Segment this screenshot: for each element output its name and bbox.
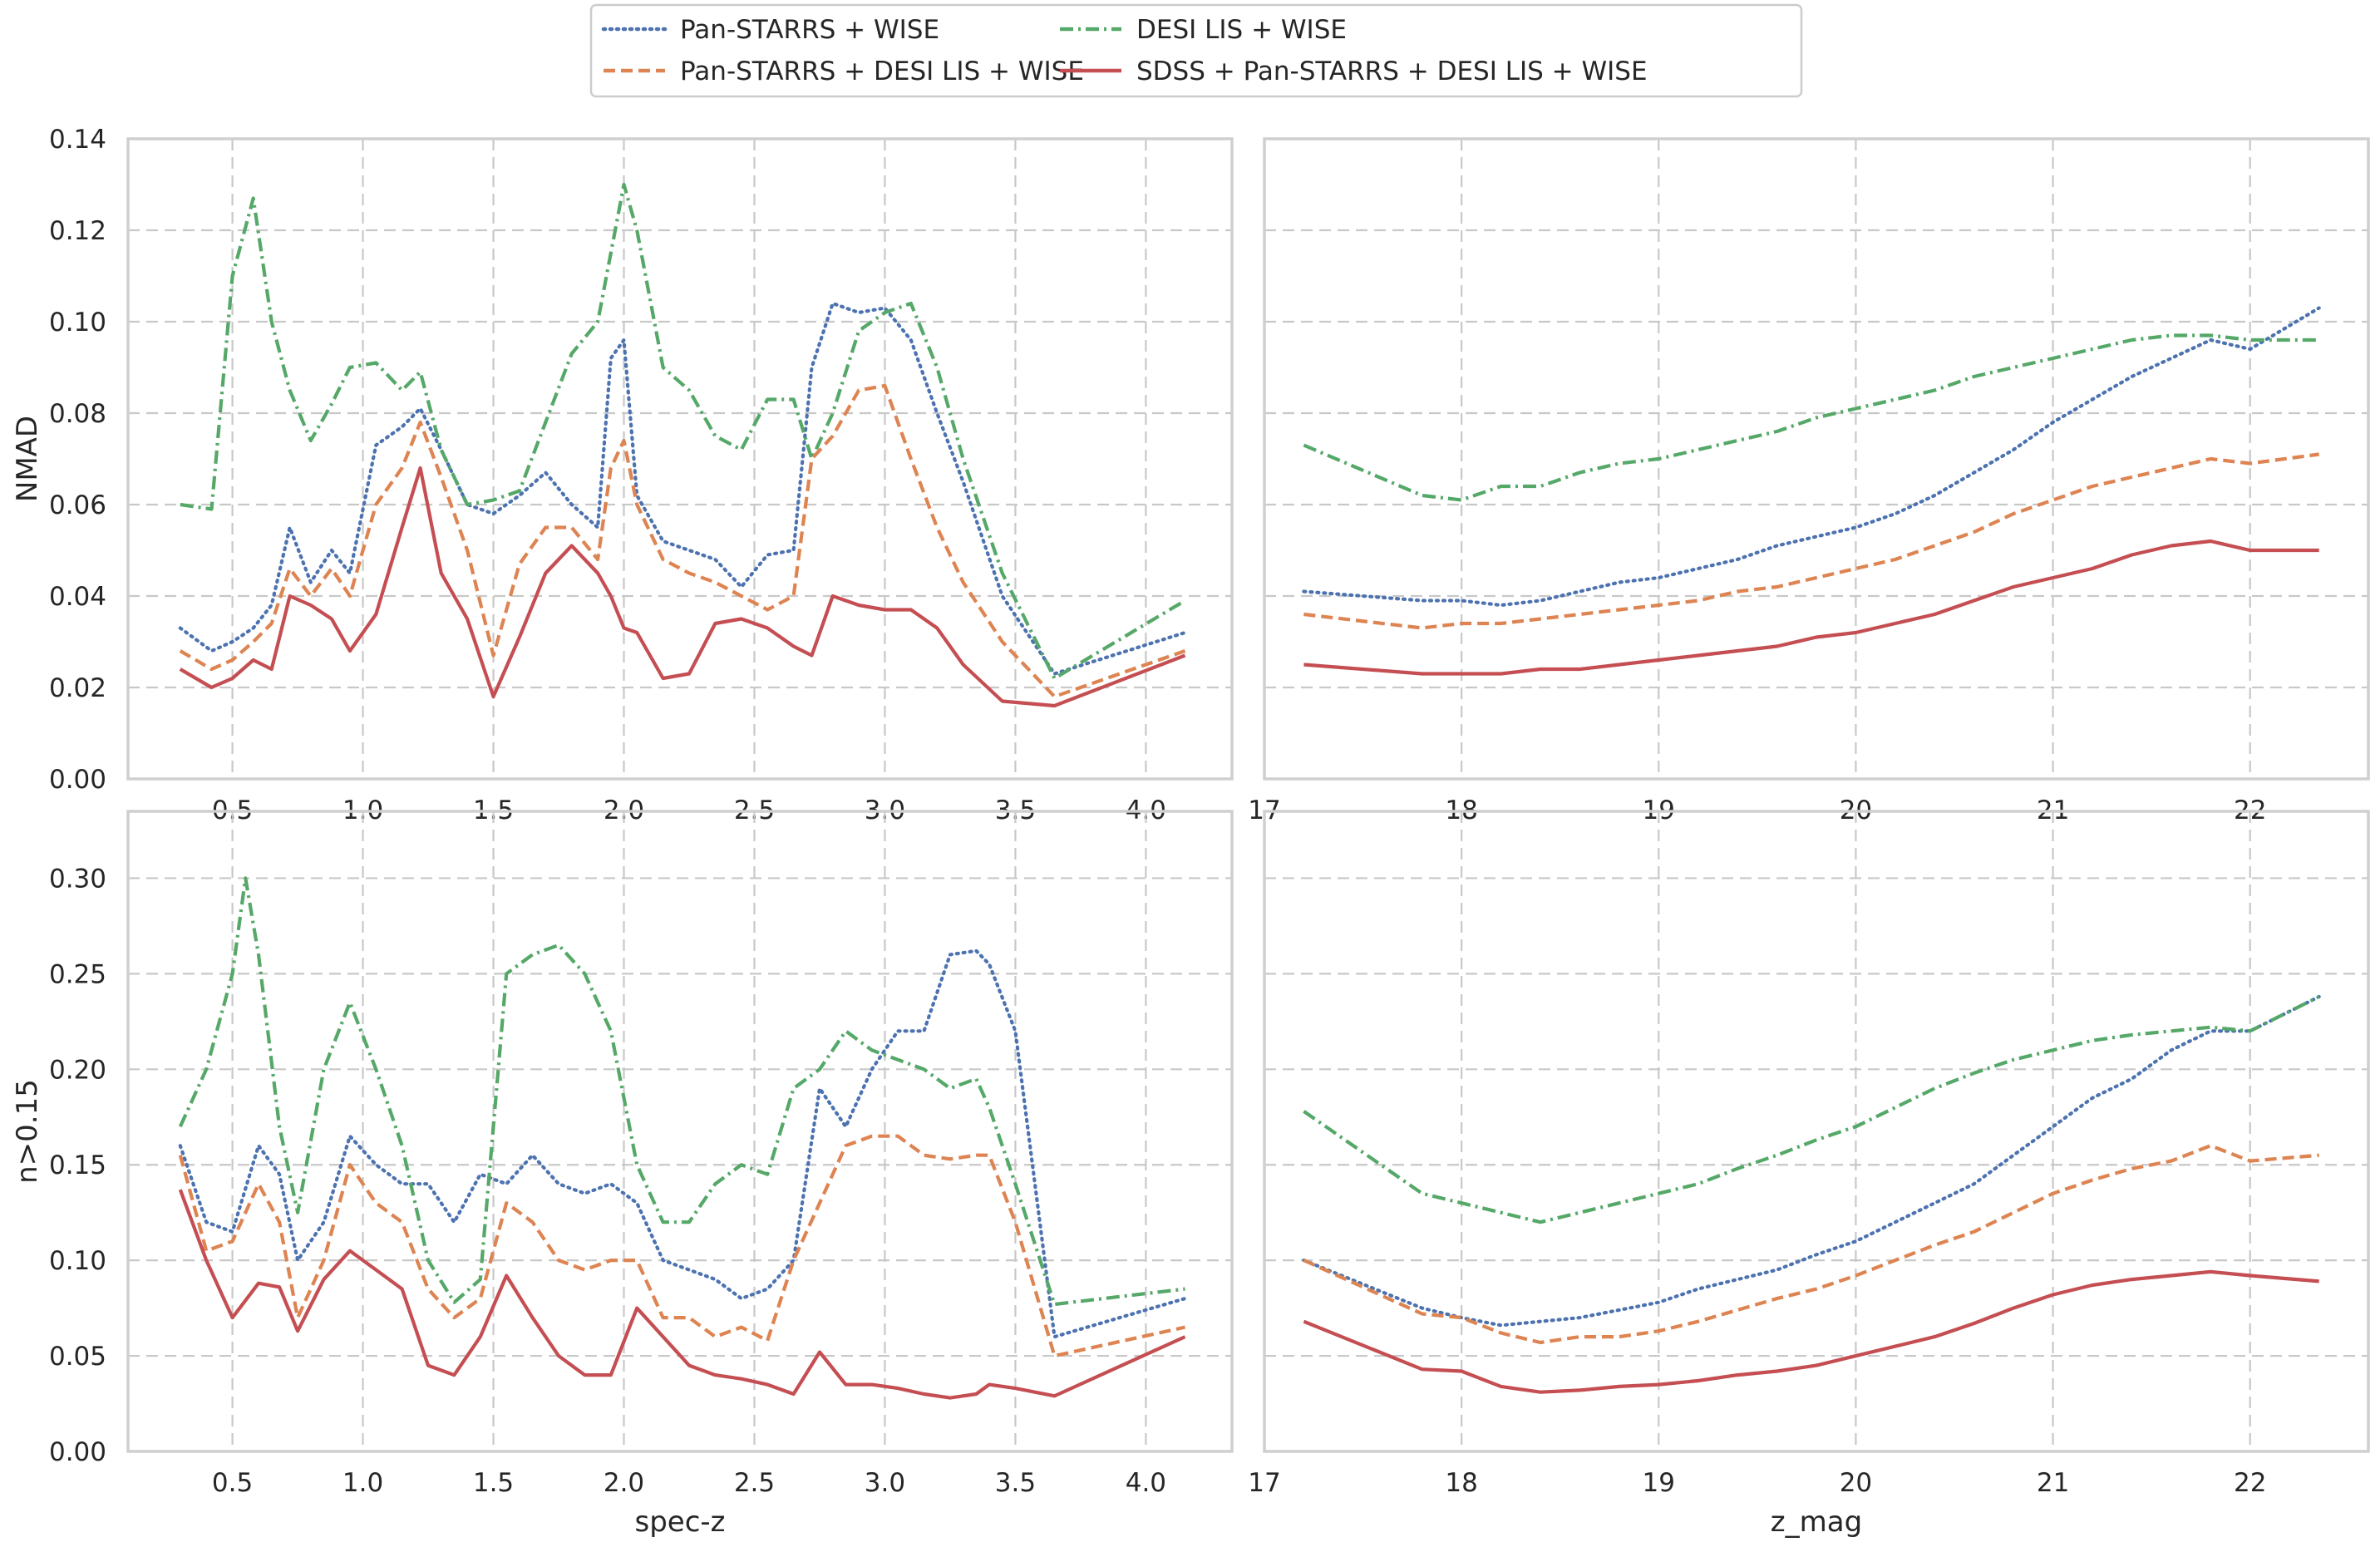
legend-label-pan-starrs-desi-wise: Pan-STARRS + DESI LIS + WISE <box>680 57 1084 86</box>
y-tick-label: 0.15 <box>49 1150 106 1180</box>
legend-label-sdss-pan-starrs-desi-wise: SDSS + Pan-STARRS + DESI LIS + WISE <box>1136 57 1648 86</box>
x-tick-label: 22 <box>2234 1468 2266 1498</box>
legend-label-pan-starrs-wise: Pan-STARRS + WISE <box>680 15 939 45</box>
x-tick-label: 1.5 <box>473 1468 514 1498</box>
y-tick-label: 0.10 <box>49 308 106 337</box>
legend: Pan-STARRS + WISE DESI LIS + WISE Pan-ST… <box>589 3 1803 98</box>
series-line-sdss-pan-starrs-desi-wise <box>1303 1269 2319 1394</box>
y-tick-label: 0.04 <box>49 582 106 612</box>
y-tick-label: 0.02 <box>49 673 106 703</box>
x-tick-label: 3.5 <box>995 1468 1036 1498</box>
series-line-sdss-pan-starrs-desi-wise <box>1303 539 2319 676</box>
x-tick-label: 2.5 <box>734 1468 775 1498</box>
legend-frame <box>589 3 1803 98</box>
plot-frame <box>126 137 1234 781</box>
series-line-pan-starrs-desi-wise <box>179 383 1186 699</box>
series-line-pan-starrs-desi-wise <box>1303 1144 2319 1345</box>
y-tick-label: 0.25 <box>49 959 106 989</box>
panel-nmad-vs-zmag: 17 18 19 20 21 22 <box>1248 137 2370 825</box>
series-line-sdss-pan-starrs-desi-wise <box>179 466 1186 708</box>
series-line-pan-starrs-wise <box>178 301 1187 676</box>
plot-frame <box>1263 810 2370 1453</box>
y-axis-label: n>0.15 <box>11 1079 44 1184</box>
y-tick-label: 0.20 <box>49 1055 106 1085</box>
panel-outlier-vs-specz: 0.5 1.0 1.5 2.0 2.5 3.0 3.5 4.0 0.00 0.05 0.10 0.15… <box>11 810 1234 1539</box>
x-tick-label: 20 <box>1840 1468 1872 1498</box>
panel-outlier-vs-zmag: 17 18 19 20 21 22 z_mag <box>1248 810 2370 1539</box>
x-tick-label: 19 <box>1643 1468 1675 1498</box>
x-tick-label: 4.0 <box>1126 1468 1166 1498</box>
series-line-pan-starrs-wise <box>1302 306 2321 608</box>
y-tick-label: 0.12 <box>49 216 106 246</box>
x-tick-label: 1.0 <box>342 1468 383 1498</box>
x-axis-label: z_mag <box>1771 1505 1862 1539</box>
series-line-desi-wise <box>180 182 1186 681</box>
series-line-pan-starrs-desi-wise <box>1303 452 2319 630</box>
y-tick-label: 0.06 <box>49 490 106 520</box>
y-tick-label: 0.05 <box>49 1342 106 1372</box>
x-tick-label: 0.5 <box>212 1468 253 1498</box>
x-tick-label: 21 <box>2037 1468 2069 1498</box>
y-tick-label: 0.00 <box>49 1437 106 1467</box>
series-line-pan-starrs-desi-wise <box>178 1134 1185 1358</box>
x-tick-label: 17 <box>1248 1468 1280 1498</box>
y-tick-label: 0.00 <box>49 765 106 795</box>
series-line-pan-starrs-wise <box>1302 994 2321 1328</box>
series-line-sdss-pan-starrs-desi-wise <box>178 1189 1186 1400</box>
plot-frame <box>126 810 1234 1453</box>
series-line-desi-wise <box>178 876 1185 1307</box>
y-tick-label: 0.10 <box>49 1246 106 1276</box>
y-tick-label: 0.14 <box>49 125 106 155</box>
x-tick-label: 3.0 <box>865 1468 905 1498</box>
y-tick-label: 0.30 <box>49 864 106 894</box>
x-tick-label: 18 <box>1445 1468 1477 1498</box>
y-tick-label: 0.08 <box>49 399 106 429</box>
series-line-pan-starrs-wise <box>178 948 1187 1339</box>
plot-frame <box>1263 137 2370 781</box>
series-line-desi-wise <box>1303 333 2319 502</box>
panel-nmad-vs-specz: 0.5 1.0 1.5 2.0 2.5 3.0 3.5 4.00.000.020.040.06… <box>11 125 1234 825</box>
legend-label-desi-wise: DESI LIS + WISE <box>1136 15 1347 45</box>
series-line-desi-wise <box>1303 995 2320 1224</box>
y-axis-label: NMAD <box>11 416 44 502</box>
x-tick-label: 2.0 <box>604 1468 644 1498</box>
x-axis-label: spec-z <box>634 1505 725 1539</box>
